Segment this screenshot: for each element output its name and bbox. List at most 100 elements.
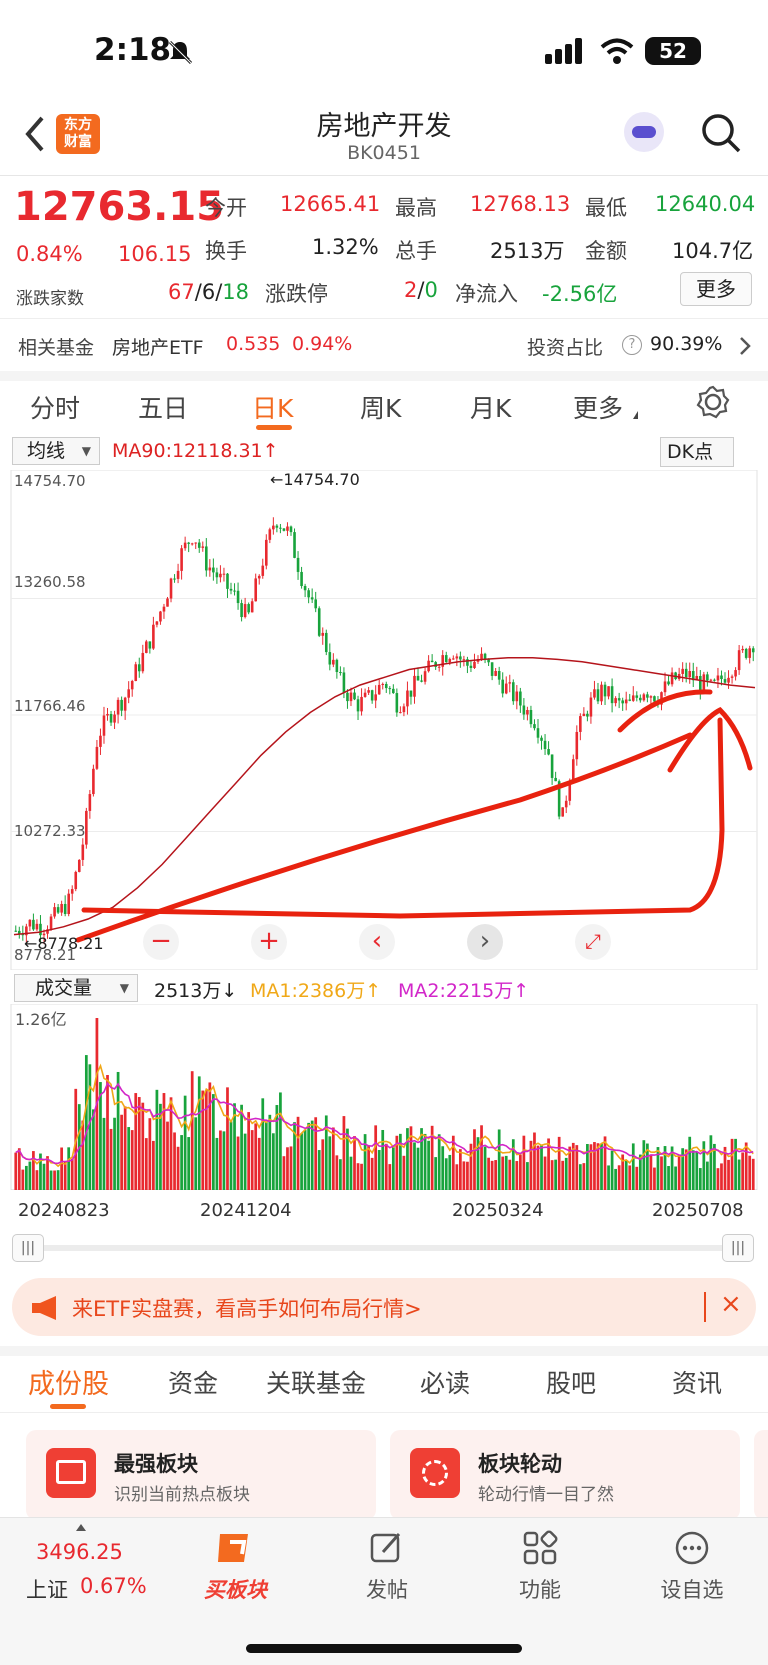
volume-bar bbox=[723, 1146, 727, 1190]
tab-constituents[interactable]: 成份股 bbox=[28, 1369, 109, 1400]
scroll-right-button[interactable]: › bbox=[467, 924, 503, 960]
candle-body bbox=[25, 926, 28, 936]
volume-bar bbox=[483, 1146, 487, 1190]
close-icon[interactable]: × bbox=[720, 1289, 742, 1319]
candle-body bbox=[434, 662, 437, 667]
nav-buy-sector[interactable]: 买板块 bbox=[204, 1578, 267, 1602]
volume-bar bbox=[536, 1145, 540, 1190]
volume-select[interactable]: 成交量 ▼ bbox=[14, 974, 138, 1002]
candle-body bbox=[568, 780, 572, 801]
nav-post[interactable]: 发帖 bbox=[366, 1578, 408, 1602]
index-pct[interactable]: 0.67% bbox=[80, 1574, 147, 1598]
divider bbox=[0, 1412, 768, 1413]
candlestick-chart[interactable] bbox=[0, 470, 768, 970]
volume-bar bbox=[674, 1166, 677, 1190]
help-icon[interactable]: ? bbox=[622, 335, 642, 355]
candle-body bbox=[314, 599, 317, 609]
tab-weekly-k[interactable]: 周K bbox=[360, 394, 402, 423]
expand-caret-icon[interactable] bbox=[76, 1524, 86, 1531]
volume-bar bbox=[522, 1135, 526, 1190]
candle-body bbox=[459, 656, 462, 660]
tab-related-funds[interactable]: 关联基金 bbox=[266, 1369, 367, 1398]
volume-bar bbox=[395, 1135, 399, 1190]
zoom-in-button[interactable]: + bbox=[251, 924, 287, 960]
related-fund-row[interactable]: 相关基金 房地产ETF 0.535 0.94% 投资占比 ? 90.39% bbox=[0, 319, 768, 371]
volume-bar bbox=[448, 1154, 452, 1190]
tab-five-day[interactable]: 五日 bbox=[138, 394, 189, 423]
volume-bar bbox=[173, 1132, 176, 1190]
range-right-handle[interactable]: ||| bbox=[722, 1234, 754, 1262]
volume-bar bbox=[564, 1157, 568, 1190]
candle-body bbox=[706, 674, 709, 681]
candle-body bbox=[275, 525, 279, 528]
candle-body bbox=[335, 659, 339, 673]
annotation-stroke bbox=[667, 706, 753, 773]
card-sector-rotation[interactable]: 板块轮动 轮动行情一目了然 bbox=[390, 1430, 740, 1520]
candle-body bbox=[127, 689, 130, 698]
candle-body bbox=[526, 709, 529, 715]
volume-bar bbox=[720, 1163, 723, 1190]
tab-daily-k[interactable]: 日K bbox=[252, 394, 294, 423]
watchlist-icon bbox=[675, 1531, 709, 1565]
candle-body bbox=[166, 598, 169, 607]
search-icon[interactable] bbox=[700, 112, 742, 154]
candle-body bbox=[360, 696, 363, 712]
assistant-avatar-icon[interactable] bbox=[624, 112, 664, 152]
y-tick: 11766.46 bbox=[14, 697, 86, 715]
candle-body bbox=[300, 571, 303, 587]
volume-bar bbox=[293, 1122, 296, 1190]
candle-body bbox=[586, 713, 589, 717]
candle-body bbox=[286, 526, 289, 531]
back-icon[interactable] bbox=[22, 114, 46, 154]
volume-bar bbox=[356, 1163, 360, 1190]
tab-news[interactable]: 资讯 bbox=[672, 1369, 723, 1398]
index-name[interactable]: 上证 bbox=[26, 1578, 68, 1602]
volume-bar bbox=[698, 1168, 702, 1190]
volume-bar bbox=[526, 1162, 529, 1190]
banner-text: 来ETF实盘赛，看高手如何布局行情> bbox=[72, 1297, 422, 1321]
zoom-out-button[interactable]: − bbox=[143, 924, 179, 960]
more-quote-button[interactable]: 更多 bbox=[680, 272, 752, 306]
card-strongest-sector[interactable]: 最强板块 识别当前热点板块 bbox=[26, 1430, 376, 1520]
candle-body bbox=[444, 655, 448, 663]
candle-body bbox=[70, 889, 74, 894]
nav-function[interactable]: 功能 bbox=[519, 1578, 561, 1602]
volume-bar bbox=[81, 1120, 85, 1190]
candle-body bbox=[215, 572, 219, 578]
volume-chart[interactable] bbox=[0, 1004, 768, 1190]
volume-bar bbox=[504, 1155, 508, 1190]
volume-bar bbox=[709, 1135, 713, 1190]
etf-contest-banner[interactable]: 来ETF实盘赛，看高手如何布局行情> × bbox=[12, 1278, 756, 1336]
home-indicator bbox=[246, 1644, 522, 1653]
volume-bar bbox=[137, 1097, 141, 1190]
tab-must-read[interactable]: 必读 bbox=[420, 1369, 471, 1398]
index-value[interactable]: 3496.25 bbox=[36, 1540, 123, 1564]
candle-body bbox=[688, 671, 692, 678]
volume-bar bbox=[702, 1141, 706, 1190]
settings-gear-icon[interactable] bbox=[696, 385, 730, 419]
more-caret-icon bbox=[633, 411, 638, 419]
candle-body bbox=[649, 696, 653, 698]
candle-body bbox=[367, 690, 370, 693]
volume-max-label: 1.26亿 bbox=[15, 1010, 67, 1029]
scroll-left-button[interactable]: ‹ bbox=[359, 924, 395, 960]
tab-capital[interactable]: 资金 bbox=[168, 1369, 219, 1398]
dk-point-button[interactable]: DK点 bbox=[660, 437, 734, 467]
candle-body bbox=[339, 672, 342, 674]
ma-select[interactable]: 均线 ▼ bbox=[12, 437, 100, 465]
tab-more[interactable]: 更多 bbox=[573, 394, 624, 423]
range-track[interactable] bbox=[36, 1245, 736, 1251]
volume-bar bbox=[99, 1082, 102, 1190]
candle-body bbox=[148, 641, 152, 649]
candle-body bbox=[39, 923, 42, 936]
tab-forum[interactable]: 股吧 bbox=[546, 1369, 597, 1398]
tab-intraday[interactable]: 分时 bbox=[30, 394, 81, 423]
fullscreen-button[interactable]: ⤢ bbox=[575, 924, 611, 960]
candle-body bbox=[723, 679, 727, 683]
nav-add-watchlist[interactable]: 设自选 bbox=[660, 1578, 724, 1602]
volume-bar bbox=[734, 1138, 737, 1190]
range-left-handle[interactable]: ||| bbox=[12, 1234, 44, 1262]
candle-body bbox=[550, 754, 554, 778]
candle-body bbox=[296, 557, 300, 572]
tab-monthly-k[interactable]: 月K bbox=[470, 394, 512, 423]
